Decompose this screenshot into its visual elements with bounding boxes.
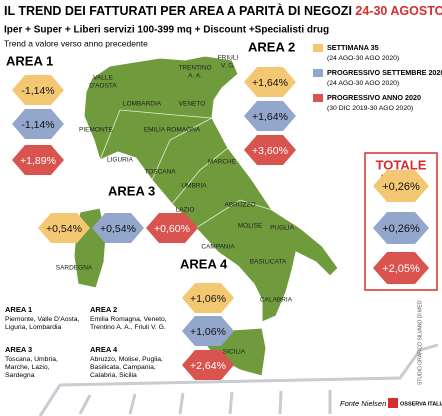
- legend-label: PROGRESSIVO SETTEMBRE 2020: [327, 68, 442, 77]
- value-badge: [182, 283, 234, 313]
- value-text: +1,06%: [190, 326, 226, 338]
- footnote-text: Sardegna: [5, 372, 35, 379]
- region-label: PUGLIA: [270, 225, 295, 232]
- total-value: +0,26%: [382, 181, 420, 193]
- value-badge: [12, 109, 64, 139]
- region-label: LAZIO: [176, 207, 195, 214]
- region-label: VALLE: [93, 75, 113, 82]
- value-text: +3,60%: [252, 145, 288, 157]
- value-text: -1,14%: [21, 85, 54, 97]
- value-text: +1,64%: [252, 111, 288, 123]
- value-text: -1,14%: [21, 119, 54, 131]
- region-label: A. A.: [188, 73, 202, 80]
- total-badge: [373, 170, 429, 202]
- value-text: +1,89%: [20, 155, 56, 167]
- value-badge: [182, 350, 234, 380]
- footnote-text: Toscana, Umbria,: [5, 356, 58, 363]
- borders: [99, 109, 273, 229]
- value-text: +2,64%: [190, 360, 226, 372]
- legend-period: (24 AGO-30 AGO 2020): [327, 80, 399, 87]
- total-value: +0,26%: [382, 223, 420, 235]
- region-label: LOMBARDIA: [123, 101, 162, 108]
- total-badge: [373, 212, 429, 244]
- legend-label: SETTIMANA 35: [327, 43, 379, 52]
- footnote-text: Calabria, Sicilia: [90, 372, 137, 379]
- region-label: TRENTINO: [178, 65, 211, 72]
- region-label: UMBRIA: [181, 183, 207, 190]
- credit: STUDIO GRAFICO SILVANO DI MEO: [417, 300, 423, 385]
- legend-swatch: [313, 44, 323, 52]
- total-title: TOTALE: [376, 157, 427, 172]
- region-label: CAMPANIA: [201, 244, 235, 251]
- legend-period: (30 DIC 2019-30 AGO 2020): [327, 105, 413, 112]
- region-label: MOLISE: [238, 223, 263, 230]
- area-label: AREA 3: [108, 183, 155, 198]
- footnote-text: Marche, Lazio,: [5, 364, 50, 371]
- footnote-title: AREA 3: [5, 345, 32, 354]
- total-value: +2,05%: [382, 263, 420, 275]
- value-badge: [12, 75, 64, 105]
- title-date: 24-30 AGOSTO 2020: [355, 4, 442, 18]
- region-label: SICILIA: [223, 349, 246, 356]
- legend-swatch: [313, 69, 323, 77]
- legend-swatch: [313, 94, 323, 102]
- region-label: MARCHE: [208, 159, 237, 166]
- value-badge: [244, 67, 296, 97]
- region-label: LIGURIA: [107, 157, 134, 164]
- footnote-text: Emilia Romagna, Veneto,: [90, 316, 167, 323]
- value-badge: [146, 213, 198, 243]
- footnote-text: Liguria, Lombardia: [5, 324, 62, 331]
- region-label: ABRUZZO: [224, 202, 255, 209]
- legend-period: (24 AGO-30 AGO 2020): [327, 55, 399, 62]
- region-label: D'AOSTA: [89, 83, 117, 90]
- footnote-text: Basilicata, Campania,: [90, 364, 156, 371]
- region-label: VENETO: [179, 101, 206, 108]
- legend-label: PROGRESSIVO ANNO 2020: [327, 93, 421, 102]
- area-label: AREA 1: [6, 53, 53, 68]
- value-text: +0,54%: [100, 223, 136, 235]
- value-text: +1,64%: [252, 77, 288, 89]
- region-label: SARDEGNA: [56, 265, 93, 272]
- value-badge: [182, 316, 234, 346]
- region-label: TOSCANA: [144, 169, 176, 176]
- value-text: +1,06%: [190, 293, 226, 305]
- region-label: V. G.: [221, 63, 235, 70]
- source: Fonte Nielsen: [340, 399, 386, 408]
- footnote-title: AREA 4: [90, 345, 118, 354]
- value-text: +0,54%: [46, 223, 82, 235]
- footnote-text: Abruzzo, Molise, Puglia,: [90, 356, 163, 363]
- area-label: AREA 2: [248, 39, 295, 54]
- footnote-title: AREA 2: [90, 305, 117, 314]
- footnote-title: AREA 1: [5, 305, 32, 314]
- title: IL TREND DEI FATTURATI PER AREA A PARITÀ…: [4, 3, 442, 18]
- mainland: [83, 55, 339, 323]
- total-badge: [373, 252, 429, 284]
- logo: OSSERVA ITALIA: [400, 401, 442, 407]
- region-label: PIEMONTE: [79, 127, 114, 134]
- title-main: IL TREND DEI FATTURATI PER AREA A PARITÀ…: [4, 3, 352, 18]
- note: Trend a valore verso anno precedente: [4, 38, 148, 48]
- footnote-text: Trentino A. A., Friuli V. G.: [90, 324, 166, 331]
- value-badge: [38, 213, 90, 243]
- region-label: EMILIA ROMAGNA: [144, 127, 201, 134]
- value-text: +0,60%: [154, 223, 190, 235]
- area-label: AREA 4: [180, 256, 228, 271]
- value-badge: [12, 145, 64, 175]
- value-badge: [244, 135, 296, 165]
- region-label: CALABRIA: [260, 297, 293, 304]
- cart: [38, 343, 439, 416]
- subtitle: Iper + Super + Liberi servizi 100-399 mq…: [4, 25, 329, 36]
- value-badge: [244, 101, 296, 131]
- value-badge: [92, 213, 144, 243]
- region-label: FRIULI: [218, 55, 239, 62]
- footnote-text: Piemonte, Valle D'Aosta,: [5, 316, 80, 323]
- region-label: BASILICATA: [250, 259, 287, 266]
- logo-box: [388, 398, 398, 408]
